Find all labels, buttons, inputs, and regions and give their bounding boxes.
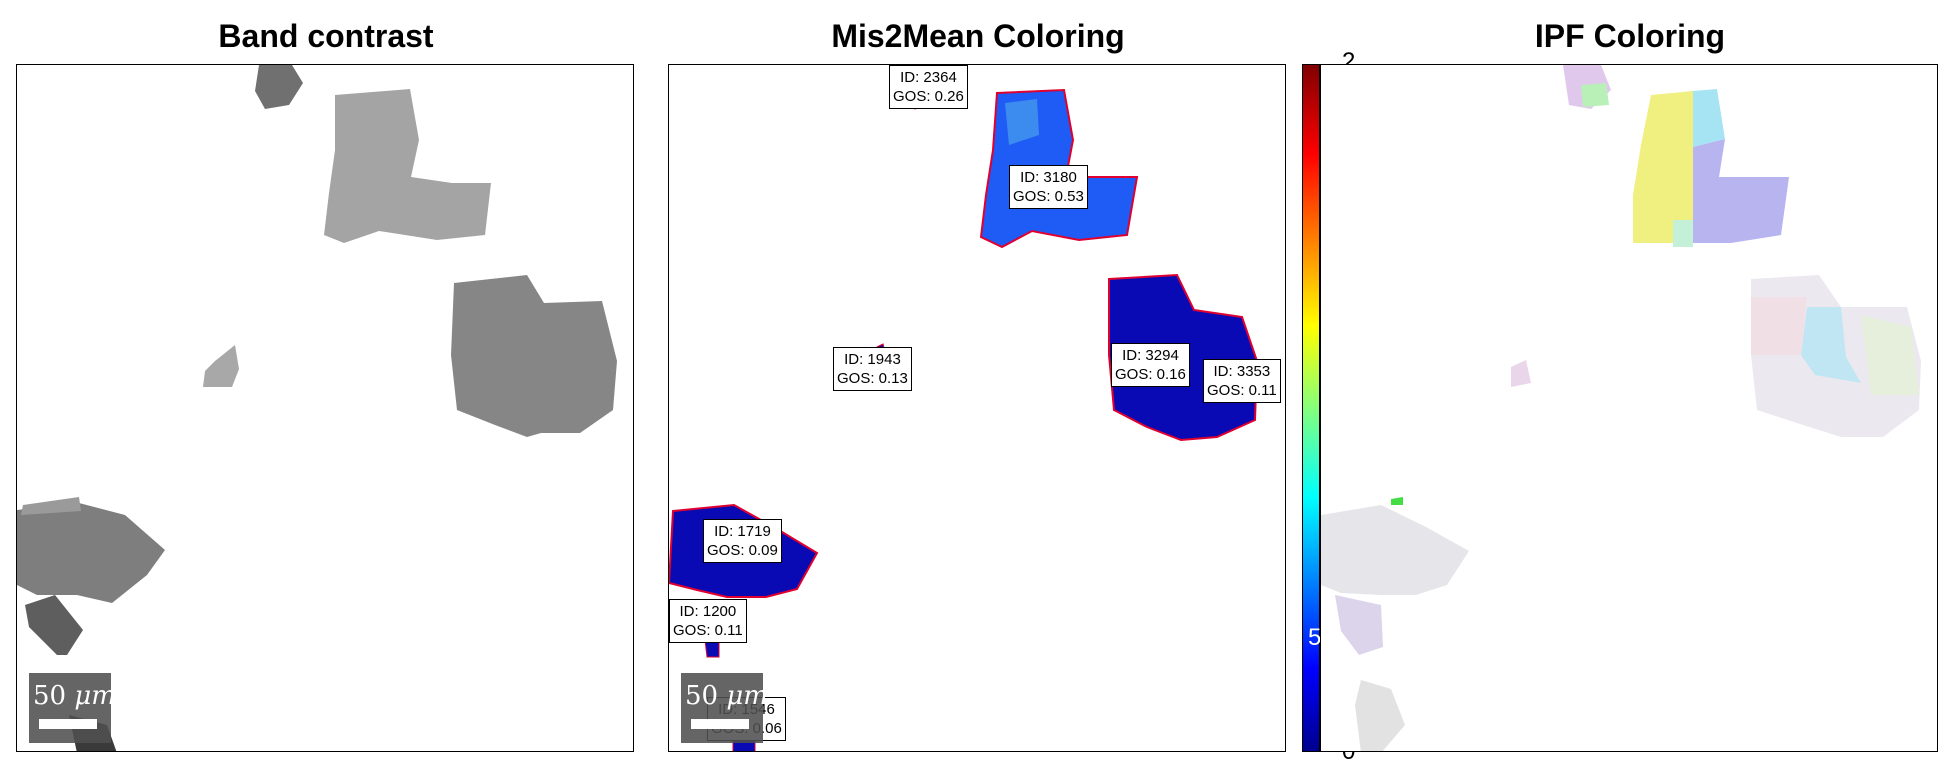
grain-id: ID: 2364 — [900, 69, 957, 86]
panel-title-ipf: IPF Coloring — [1534, 18, 1726, 54]
mis2mean-map — [669, 88, 1259, 751]
scale-bar-line — [39, 719, 97, 729]
panel-title-mis2mean: Mis2Mean Coloring — [831, 18, 1125, 54]
scale-unit: μm — [74, 681, 116, 711]
band-contrast-panel: 50 μm — [16, 64, 634, 752]
grain-gos: GOS: 0.26 — [893, 88, 964, 105]
grain-gos: GOS: 0.09 — [707, 542, 778, 559]
mis2mean-panel: ID: 2364 GOS: 0.26 ID: 3180 GOS: 0.53 ID: … — [668, 64, 1286, 752]
grain-gos: GOS: 0.11 — [673, 622, 743, 639]
grain-shape — [1801, 307, 1861, 383]
grain-gos: GOS: 0.11 — [1207, 382, 1277, 399]
grain-shape — [1751, 297, 1807, 355]
grain-shape — [17, 503, 165, 603]
grain-gos: GOS: 0.16 — [1115, 366, 1186, 383]
ipf-panel — [1320, 64, 1938, 752]
grain-shape — [25, 595, 83, 655]
band-contrast-map — [17, 65, 617, 751]
scale-bar-label: 50 μm — [33, 681, 116, 711]
grain-label-3353: ID: 3353 GOS: 0.11 — [1203, 359, 1281, 403]
colorbar — [1302, 64, 1320, 752]
scale-value: 50 — [33, 681, 67, 711]
grain-shape — [1335, 595, 1383, 655]
grain-shape — [1581, 83, 1609, 107]
grain-shape — [1861, 315, 1919, 395]
grain-shape — [255, 65, 303, 109]
grain-label-3180: ID: 3180 GOS: 0.53 — [1009, 165, 1088, 209]
grain-id: ID: 3353 — [1213, 363, 1271, 380]
grain-id: ID: 1719 — [714, 523, 771, 540]
grain-id: ID: 3294 — [1122, 347, 1179, 364]
grain-shape — [324, 89, 491, 243]
panel-title-band-contrast: Band contrast — [218, 18, 434, 54]
grain-shape — [1633, 91, 1693, 243]
scale-bar-line — [691, 719, 749, 729]
grain-shape — [203, 345, 239, 387]
grain-label-1943: ID: 1943 GOS: 0.13 — [833, 347, 912, 391]
grain-shape — [1005, 99, 1039, 145]
scale-bar-label: 50 μm — [685, 681, 768, 711]
grain-shape — [1391, 497, 1403, 505]
grain-shape — [1511, 360, 1531, 387]
grain-label-1200: ID: 1200 GOS: 0.11 — [669, 599, 747, 643]
colorbar-mid-label: 5 — [1308, 624, 1322, 651]
grain-shape — [1355, 680, 1405, 751]
grain-shape — [1321, 505, 1469, 595]
grain-shape — [1673, 220, 1693, 247]
grain-label-2364: ID: 2364 GOS: 0.26 — [889, 65, 968, 109]
grain-shape — [1693, 139, 1789, 243]
grain-gos: GOS: 0.53 — [1013, 188, 1084, 205]
grain-id: ID: 3180 — [1020, 169, 1077, 186]
grain-gos: GOS: 0.13 — [837, 370, 908, 387]
grain-label-3294: ID: 3294 GOS: 0.16 — [1111, 343, 1190, 387]
grain-shape — [451, 275, 617, 437]
ipf-map — [1321, 65, 1921, 751]
grain-label-1719: ID: 1719 GOS: 0.09 — [703, 519, 782, 563]
grain-shape — [1693, 89, 1725, 147]
grain-id: ID: 1943 — [844, 351, 901, 368]
scale-bar: 50 μm — [681, 673, 768, 743]
grain-shape — [21, 497, 81, 515]
scale-bar: 50 μm — [29, 673, 116, 743]
grain-id: ID: 1200 — [679, 603, 737, 620]
scale-unit: μm — [726, 681, 768, 711]
scale-value: 50 — [685, 681, 719, 711]
